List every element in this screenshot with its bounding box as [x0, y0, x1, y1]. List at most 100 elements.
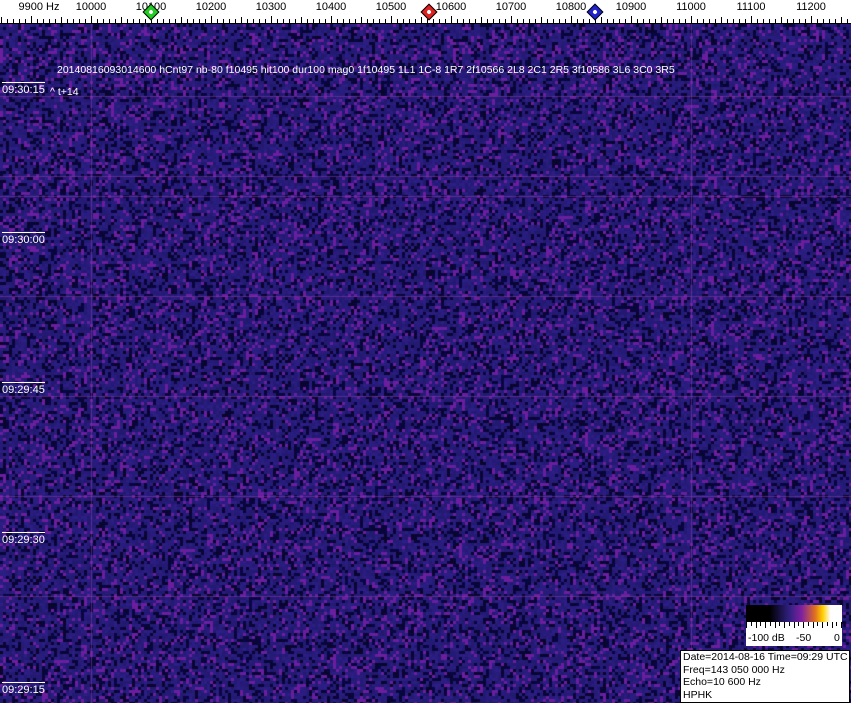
echo-frequency: Echo=10 600 Hz	[683, 676, 761, 688]
axis-tick	[151, 16, 152, 24]
scale-tick	[813, 622, 814, 628]
axis-tick	[649, 19, 650, 24]
axis-tick	[181, 17, 182, 24]
axis-tick	[379, 19, 380, 24]
frequency-label: 11200	[796, 1, 826, 13]
axis-tick	[349, 19, 350, 24]
axis-tick	[433, 19, 434, 24]
scale-tick	[832, 622, 833, 628]
scale-tick	[808, 622, 809, 626]
scale-tick	[798, 622, 799, 626]
axis-tick	[61, 17, 62, 24]
scale-tick	[817, 622, 818, 626]
axis-tick	[601, 17, 602, 24]
scale-tick	[822, 622, 823, 628]
info-box: Date=2014-08-16 Time=09:29 UTC Freq=143 …	[680, 650, 850, 703]
axis-tick	[637, 19, 638, 24]
axis-tick	[529, 19, 530, 24]
axis-tick	[469, 19, 470, 24]
axis-tick	[25, 19, 26, 24]
spectrogram-waterfall[interactable]	[0, 24, 851, 703]
axis-tick	[19, 19, 20, 24]
detection-info: 20140816093014600 hCnt97 nb-80 f10495 hi…	[57, 64, 675, 76]
axis-tick	[229, 19, 230, 24]
axis-tick	[745, 19, 746, 24]
scale-tick	[803, 622, 804, 628]
axis-tick	[289, 19, 290, 24]
axis-tick	[241, 17, 242, 24]
axis-baseline	[0, 23, 851, 24]
axis-tick	[361, 17, 362, 24]
axis-tick	[829, 19, 830, 24]
scale-tick	[784, 622, 785, 628]
axis-tick	[559, 19, 560, 24]
frequency-label: 10300	[255, 1, 287, 13]
color-scale-gradient	[746, 605, 842, 622]
axis-tick	[43, 19, 44, 24]
scale-tick	[775, 622, 776, 628]
axis-tick	[103, 19, 104, 24]
axis-tick	[145, 19, 146, 24]
axis-tick	[439, 19, 440, 24]
axis-tick	[187, 19, 188, 24]
frequency-label: 10700	[495, 1, 527, 13]
axis-tick	[157, 19, 158, 24]
axis-tick	[523, 19, 524, 24]
time-label: 09:30:00	[2, 232, 45, 246]
axis-tick	[49, 19, 50, 24]
axis-tick	[595, 19, 596, 24]
axis-tick	[217, 19, 218, 24]
axis-tick	[55, 19, 56, 24]
axis-tick	[709, 19, 710, 24]
station: HPHK	[683, 688, 713, 701]
axis-tick	[847, 19, 848, 24]
axis-tick	[757, 19, 758, 24]
axis-tick	[763, 19, 764, 24]
axis-tick	[427, 19, 428, 24]
axis-tick	[175, 19, 176, 24]
axis-tick	[319, 19, 320, 24]
axis-tick	[73, 19, 74, 24]
axis-tick	[487, 19, 488, 24]
axis-tick	[367, 19, 368, 24]
axis-tick	[811, 16, 812, 24]
frequency: Freq=143 050 000 Hz	[683, 663, 785, 676]
axis-tick	[817, 19, 818, 24]
axis-tick	[733, 19, 734, 24]
axis-tick	[589, 19, 590, 24]
time-offset: ^ t+14	[50, 86, 79, 98]
scale-tick	[751, 622, 752, 626]
axis-tick	[247, 19, 248, 24]
frequency-label: 10600	[435, 1, 467, 13]
axis-tick	[31, 16, 32, 24]
axis-tick	[517, 19, 518, 24]
axis-tick	[265, 19, 266, 24]
scale-tick	[779, 622, 780, 626]
time-label: 09:30:15	[2, 82, 45, 96]
axis-tick	[85, 19, 86, 24]
axis-tick	[109, 19, 110, 24]
axis-tick	[505, 19, 506, 24]
scale-tick	[827, 622, 828, 626]
axis-tick	[169, 19, 170, 24]
axis-tick	[535, 19, 536, 24]
axis-tick	[133, 19, 134, 24]
scale-min-label: -100 dB	[748, 632, 785, 644]
axis-tick	[613, 19, 614, 24]
axis-tick	[385, 19, 386, 24]
axis-tick	[463, 19, 464, 24]
axis-tick	[721, 17, 722, 24]
axis-tick	[67, 19, 68, 24]
frequency-axis: 9900 Hz100001010010200103001040010500106…	[0, 0, 851, 24]
axis-tick	[313, 19, 314, 24]
scale-tick	[756, 622, 757, 628]
axis-tick	[805, 19, 806, 24]
axis-tick	[409, 19, 410, 24]
axis-tick	[451, 16, 452, 24]
axis-tick	[553, 19, 554, 24]
axis-tick	[481, 17, 482, 24]
axis-tick	[421, 17, 422, 24]
axis-tick	[271, 16, 272, 24]
axis-tick	[235, 19, 236, 24]
axis-tick	[139, 19, 140, 24]
